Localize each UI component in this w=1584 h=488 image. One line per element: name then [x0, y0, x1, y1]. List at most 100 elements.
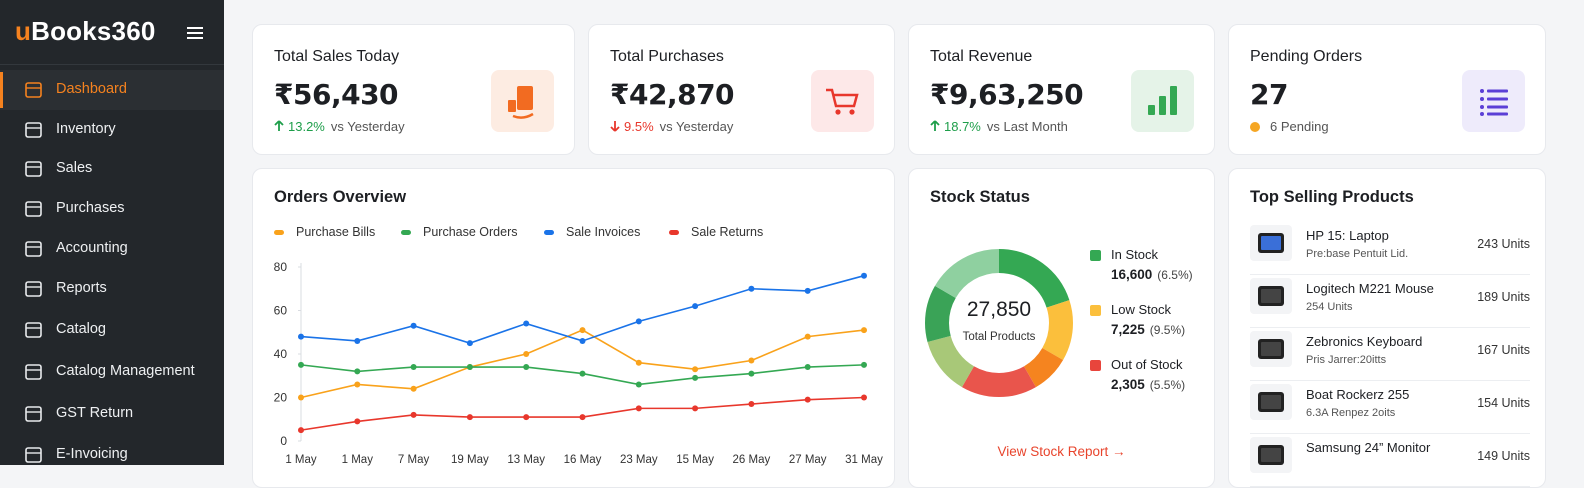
kpi-title: Total Sales Today: [274, 48, 400, 65]
data-point: [298, 361, 304, 368]
product-detail: 6.3A Renpez 2oits: [1306, 407, 1396, 419]
product-row: Samsung 24” Monitor 149 Units: [1250, 433, 1530, 487]
stock-name: Low Stock: [1111, 302, 1171, 317]
kpi-change-value: 9.5%: [624, 119, 654, 134]
stock-name: Out of Stock: [1111, 357, 1183, 372]
donut-total: 27,850: [967, 298, 1031, 321]
data-point: [410, 322, 417, 329]
icon: [1480, 89, 1508, 116]
donut-label: Total Products: [963, 331, 1036, 343]
stock-card: Stock Status 27,850 Total Products In St…: [908, 168, 1215, 488]
y-tick-label: 0: [280, 434, 287, 448]
icon-shape: [25, 201, 42, 217]
data-point: [635, 381, 642, 388]
menu-item[interactable]: Inventory: [0, 110, 224, 150]
arrow-shape: [930, 120, 940, 131]
x-tick-label: 1 May: [285, 454, 317, 466]
kpi-value: 27: [1250, 78, 1288, 111]
menu-item[interactable]: Catalog Management: [0, 352, 224, 392]
data-point: [298, 427, 304, 434]
product-name: Zebronics Keyboard: [1306, 334, 1423, 349]
x-tick-label: 23 May: [620, 454, 658, 466]
kpi-note: vs Last Month: [986, 119, 1068, 134]
page: { "sidebar": { "brand": "uBooks360", "me…: [0, 0, 1546, 488]
legend-label: Purchase Orders: [423, 225, 518, 239]
legend-marker: [274, 230, 284, 236]
menu-label: GST Return: [56, 405, 134, 421]
icon: [1148, 86, 1177, 115]
card-title: Stock Status: [930, 188, 1030, 206]
legend-marker: [1090, 360, 1101, 371]
divider: [0, 64, 224, 65]
data-point: [804, 396, 811, 403]
menu-icon: [25, 322, 42, 338]
menu-item[interactable]: Accounting: [0, 229, 224, 269]
product-detail: Pris Jarrer:20itts: [1306, 354, 1387, 366]
stock-share: (9.5%): [1149, 323, 1186, 337]
data-point: [861, 327, 867, 334]
legend-marker: [1090, 305, 1101, 316]
icon: [826, 88, 859, 115]
icon-shape: [1480, 112, 1484, 116]
stock-name: In Stock: [1111, 247, 1158, 262]
kpi-card: Pending Orders 27 6 Pending: [1228, 24, 1546, 155]
stock-share: (5.5%): [1149, 378, 1186, 392]
brand: uBooks360: [15, 16, 156, 46]
icon-shape: [25, 281, 42, 297]
donut-segment: [925, 249, 1073, 397]
product-row: HP 15: Laptop Pre:base Pentuit Lid. 243 Un…: [1250, 221, 1530, 275]
kpi-icon: [491, 70, 554, 132]
active-indicator: [0, 72, 3, 108]
stock-count: 7,225 (9.5%): [1111, 322, 1185, 337]
icon-shape: [1480, 97, 1484, 101]
product-image: [1250, 331, 1292, 367]
kpi-change: 6 Pending: [1250, 119, 1329, 134]
kpi-card: Total Revenue ₹9,63,250 18.7% vs Last Month: [908, 24, 1215, 155]
menu-item[interactable]: Catalog: [0, 310, 224, 350]
icon-shape: [25, 322, 42, 338]
menu-label: Accounting: [56, 240, 128, 256]
product-detail: Pre:base Pentuit Lid.: [1306, 248, 1409, 260]
data-point: [466, 364, 473, 371]
menu-item[interactable]: Purchases: [0, 189, 224, 229]
menu-label: Inventory: [56, 121, 116, 137]
product-units: 149 Units: [1477, 449, 1530, 463]
menu-item[interactable]: E-Invoicing: [0, 435, 224, 475]
legend-marker: [544, 230, 554, 236]
x-tick-label: 15 May: [676, 454, 714, 466]
product-name: Samsung 24” Monitor: [1306, 440, 1431, 455]
stock-report-link[interactable]: View Stock Report →: [997, 444, 1126, 459]
product-name: Boat Rockerz 255: [1306, 387, 1410, 402]
menu-toggle[interactable]: [187, 26, 204, 40]
trend-arrow: [610, 121, 620, 132]
legend-item: Sale Returns: [669, 225, 763, 239]
kpi-icon: [1131, 70, 1194, 132]
product-icon: [1258, 445, 1284, 465]
orders-card: Orders Overview Purchase Bills Purchase O…: [252, 168, 895, 488]
menu-item[interactable]: Dashboard: [0, 70, 224, 110]
x-tick-label: 16 May: [564, 454, 602, 466]
icon-shape: [25, 241, 42, 257]
arrow-shape: [274, 120, 284, 131]
kpi-title: Pending Orders: [1250, 48, 1363, 65]
donut-segment: [925, 249, 1073, 397]
icon-shape: [1261, 342, 1281, 356]
menu-icon: [25, 447, 42, 463]
stock-count: 16,600 (6.5%): [1111, 267, 1193, 282]
product-icon: [1258, 339, 1284, 359]
kpi-change-value: 18.7%: [944, 119, 981, 134]
menu-icon: [25, 122, 42, 138]
stock-count-value: 7,225: [1111, 322, 1145, 337]
kpi-value: ₹9,63,250: [930, 78, 1084, 111]
icon-shape: [1487, 89, 1508, 93]
data-point: [410, 411, 417, 418]
x-tick-label: 13 May: [507, 454, 545, 466]
product-image: [1250, 278, 1292, 314]
legend-label: Sale Invoices: [566, 225, 641, 239]
menu-item[interactable]: Sales: [0, 149, 224, 189]
icon-shape: [1159, 96, 1166, 115]
menu-item[interactable]: Reports: [0, 269, 224, 309]
menu-item[interactable]: GST Return: [0, 394, 224, 434]
legend-label: Sale Returns: [691, 225, 764, 239]
kpi-change: 9.5% vs Yesterday: [610, 119, 733, 134]
